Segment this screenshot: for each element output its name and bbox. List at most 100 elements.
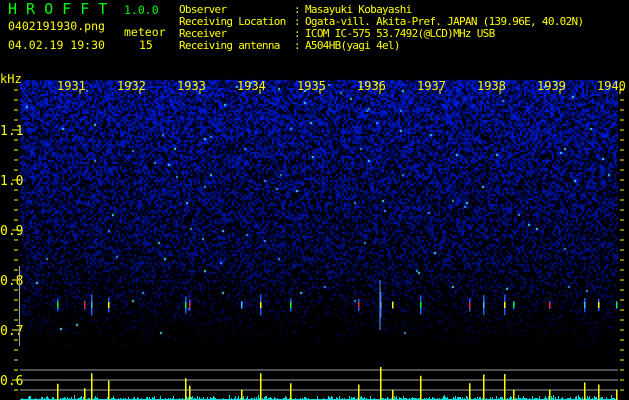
histogram-bar (266, 396, 267, 400)
histogram-bar (258, 395, 259, 400)
histogram-bar (439, 398, 440, 400)
histogram-bar (387, 397, 388, 400)
echo-strength-spike (241, 389, 243, 400)
receiver-value: ICOM IC-575 53.7492(@LCD)MHz USB (305, 27, 495, 40)
histogram-bar (460, 397, 461, 400)
histogram-bar (442, 398, 443, 400)
histogram-bar (235, 396, 236, 400)
histogram-bar (285, 396, 286, 400)
histogram-bar (89, 398, 90, 400)
histogram-bar (323, 398, 324, 400)
histogram-bar (459, 397, 460, 400)
histogram-bar (308, 398, 309, 400)
colon: : (294, 27, 301, 40)
histogram-bar (141, 398, 142, 400)
meteor-echo-core (616, 302, 618, 308)
histogram-bar (256, 397, 257, 400)
histogram-bar (283, 398, 284, 400)
histogram-bar (147, 397, 148, 400)
histogram-bar (404, 398, 405, 400)
meteor-echo-core (91, 302, 93, 308)
receiver-label: Receiver (179, 27, 227, 40)
y-tick-label: 0.8 (0, 274, 23, 289)
histogram-bar (539, 396, 540, 400)
histogram-bar (270, 397, 271, 400)
meteor-echo-core (483, 302, 485, 308)
histogram-bar (551, 396, 552, 400)
histogram-bar (197, 396, 198, 400)
app-name: H R O F F T (8, 0, 108, 18)
histogram-bar (595, 397, 596, 400)
histogram-bar (264, 397, 265, 400)
echo-strength-spike (57, 383, 59, 400)
histogram-bar (561, 398, 562, 400)
filename: 0402191930.png (8, 19, 105, 33)
echo-strength-spike (290, 383, 292, 400)
histogram-bar (575, 397, 576, 400)
histogram-bar (237, 398, 238, 400)
histogram-bar (523, 396, 524, 400)
histogram-bar (153, 398, 154, 400)
histogram-bar (80, 397, 81, 400)
histogram-bar (120, 398, 121, 400)
histogram-bar (212, 398, 213, 400)
histogram-bar (396, 396, 397, 400)
histogram-bar (330, 398, 331, 400)
histogram-bar (534, 398, 535, 400)
histogram-bar (399, 397, 400, 400)
histogram-bar (567, 398, 568, 400)
histogram-bar (125, 398, 126, 400)
echo-strength-spike (84, 388, 86, 400)
histogram-bar (480, 397, 481, 400)
histogram-bar (268, 398, 269, 400)
histogram-bar (265, 396, 266, 400)
histogram-bar (569, 398, 570, 400)
histogram-bar (191, 397, 192, 400)
histogram-bar (579, 397, 580, 400)
app-version: 1.0.0 (124, 3, 159, 17)
histogram-bar (520, 398, 521, 400)
histogram-bar (411, 398, 412, 400)
histogram-bar (138, 398, 139, 400)
histogram-bar (353, 397, 354, 400)
y-tick-label: 1.0 (0, 174, 23, 189)
x-tick-label: 1937 (417, 79, 446, 93)
echo-strength-spike (185, 378, 187, 400)
histogram-bar (240, 398, 241, 400)
histogram-bar (354, 397, 355, 400)
histogram-bar (317, 396, 318, 400)
histogram-bar (128, 397, 129, 400)
histogram-bar (546, 398, 547, 400)
histogram-bar (502, 397, 503, 400)
meteor-label: meteor (124, 25, 166, 39)
histogram-bar (42, 397, 43, 400)
histogram-bar (525, 398, 526, 400)
histogram-bar (500, 397, 501, 400)
echo-strength-spike (469, 383, 471, 400)
histogram-bar (526, 398, 527, 400)
meteor-echo-core (108, 302, 110, 308)
echo-strength-spike (483, 374, 485, 400)
histogram-bar (475, 398, 476, 400)
histogram-bar (62, 398, 63, 400)
histogram-bar (432, 397, 433, 400)
histogram-bar (507, 398, 508, 400)
x-tick-label: 1934 (237, 79, 266, 93)
meteor-echo-core (598, 302, 600, 308)
histogram-bar (331, 396, 332, 400)
colon: : (294, 39, 301, 52)
histogram-bar (134, 397, 135, 400)
histogram-bar (414, 398, 415, 400)
histogram-bar (211, 398, 212, 400)
histogram-bar (214, 397, 215, 400)
histogram-bar (482, 398, 483, 400)
histogram-bar (243, 396, 244, 400)
histogram-bar (415, 398, 416, 400)
histogram-bar (192, 396, 193, 400)
histogram-bar (457, 397, 458, 400)
histogram-bar (165, 398, 166, 400)
histogram-bar (35, 398, 36, 400)
histogram-bar (97, 397, 98, 400)
histogram-bar (277, 398, 278, 400)
histogram-bar (95, 396, 96, 400)
